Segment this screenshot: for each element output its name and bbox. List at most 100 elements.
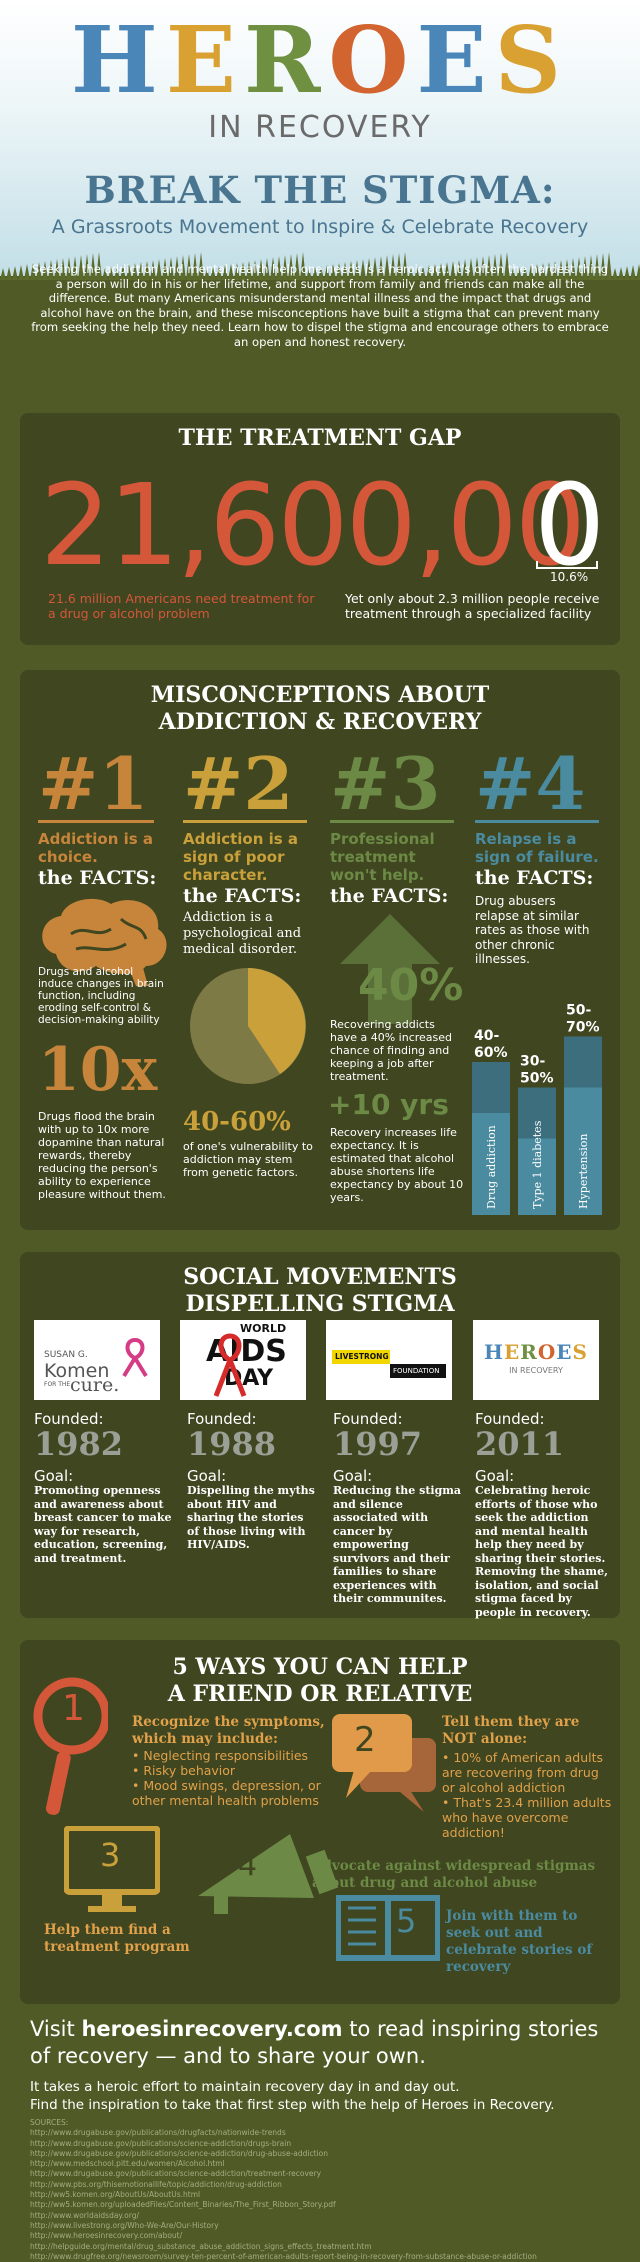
misconception-2-rule: [183, 820, 307, 823]
source-link[interactable]: http://www.pbs.org/thisemotionallife/top…: [30, 2179, 282, 2189]
source-link[interactable]: http://ww5.komen.org/AboutUs/AboutUs.htm…: [30, 2190, 201, 2200]
website-link[interactable]: heroesinrecovery.com: [81, 2017, 343, 2041]
aids-day-founded-label: Founded:: [187, 1410, 257, 1428]
logo-subtitle: IN RECOVERY: [208, 110, 432, 145]
relapse-bar-chart: 40-60% Drug addiction 30-50% Type 1 diabete…: [472, 1003, 602, 1215]
ways-to-help-panel: 5 WAYS YOU CAN HELP A FRIEND OR RELATIVE…: [20, 1640, 620, 2004]
misconception-2-fact: Addiction is a psychological and medical…: [183, 910, 302, 957]
megaphone-icon: [198, 1834, 339, 1914]
heroes-goal-label: Goal:: [475, 1467, 515, 1485]
list-item: Risky behavior: [132, 1763, 342, 1778]
world-aids-day-logo: WORLD AIDS DAY: [180, 1320, 306, 1400]
logo-letter: R: [243, 6, 329, 114]
source-link[interactable]: http://www.drugabuse.gov/publications/dr…: [30, 2128, 286, 2138]
small-logo-letter: E: [556, 1340, 573, 1364]
help-4-head: Advocate against widespread stigmas abou…: [312, 1858, 596, 1891]
relapse-bar-label: Drug addiction: [485, 1125, 498, 1209]
misconception-3-number: #3: [330, 741, 441, 826]
relapse-bar-label: Type 1 diabetes: [531, 1120, 544, 1209]
small-logo-letter: H: [484, 1340, 504, 1364]
misconception-3-myth: Professional treatment won't help.: [330, 830, 435, 884]
source-link[interactable]: http://www.drugabuse.gov/publications/sc…: [30, 2169, 322, 2179]
relapse-bar-value: 50-: [566, 1003, 591, 1019]
livestrong-logo: LIVESTRONG FOUNDATION: [326, 1320, 452, 1400]
red-ribbon-icon: [213, 1333, 247, 1397]
small-logo-letter: S: [572, 1340, 588, 1364]
misconception-3-rule: [330, 820, 454, 823]
visit-text: Visit heroesinrecovery.com to read inspi…: [30, 2017, 599, 2068]
page-title: BREAK THE STIGMA:: [84, 168, 556, 212]
misconception-4-facts-label: the FACTS:: [475, 867, 594, 889]
open-book-icon: [336, 1895, 440, 1961]
logo-letter: O: [328, 6, 417, 114]
source-link[interactable]: http://www.drugfree.org/newsroom/survey-…: [30, 2251, 537, 2261]
misconception-1-rule: [38, 820, 154, 823]
misconception-3-fact: Recovering addicts have a 40% increased …: [330, 1018, 453, 1083]
source-link[interactable]: http://www.livestrong.org/Who-We-Are/Our…: [30, 2220, 219, 2230]
aids-day-founded-year: 1988: [187, 1425, 277, 1463]
list-item: 10% of American adults are recovering fr…: [442, 1750, 612, 1795]
misconception-3-stat-2: +10 yrs: [328, 1088, 449, 1121]
livestrong-founded-label: Founded:: [333, 1410, 403, 1428]
help-3-number: 3: [100, 1836, 121, 1874]
social-movements-panel: SOCIAL MOVEMENTS DISPELLING STIGMA SUSAN…: [20, 1252, 620, 1619]
relapse-bar-value: 30-: [520, 1054, 545, 1070]
heroes-founded-year: 2011: [475, 1425, 565, 1463]
speech-bubbles-icon: [332, 1714, 436, 1812]
komen-founded-year: 1982: [34, 1425, 124, 1463]
misconception-2-stat: 40-60%: [183, 1107, 291, 1137]
sources-label: SOURCES:: [30, 2118, 69, 2127]
receive-treatment-text: Yet only about 2.3 million people receiv…: [345, 591, 600, 621]
magnifying-glass-icon: [33, 1677, 108, 1815]
source-link[interactable]: http://www.medschool.pitt.edu/women/Alco…: [30, 2159, 225, 2169]
aids-day-goal-label: Goal:: [187, 1467, 227, 1485]
help-5-number: 5: [396, 1902, 417, 1940]
pink-ribbon-icon: [122, 1338, 148, 1378]
treatment-gap-panel: THE TREATMENT GAP 21,600,00 0 10.6% 21.6…: [20, 413, 620, 645]
misconception-1-fact: Drugs and alcohol induce changes in brai…: [38, 966, 164, 1026]
heroes-founded-label: Founded:: [475, 1410, 545, 1428]
source-link[interactable]: http://www.drugabuse.gov/publications/sc…: [30, 2148, 328, 2158]
source-link[interactable]: http://www.drugabuse.gov/publications/sc…: [30, 2138, 292, 2148]
misconception-1-fact-2: Drugs flood the brain with up to 10x mor…: [38, 1110, 166, 1201]
source-link[interactable]: http://helpguide.org/mental/drug_substan…: [30, 2241, 372, 2251]
livestrong-goal: Reducing the stigma and silence associat…: [333, 1484, 462, 1605]
footer-line-1: It takes a heroic effort to maintain rec…: [30, 2079, 460, 2095]
komen-goal: Promoting openness and awareness about b…: [34, 1484, 172, 1565]
grass-divider: [0, 252, 640, 300]
relapse-bar: [518, 1138, 556, 1215]
source-link[interactable]: http://www.worldaidsday.org/: [30, 2210, 140, 2220]
up-arrow-icon: [340, 914, 440, 1024]
misconception-1-myth: Addiction is a choice.: [38, 830, 154, 866]
small-logo-letter: O: [537, 1340, 557, 1364]
help-4-number: 4: [238, 1848, 258, 1883]
misconception-4-fact: Drug abusers relapse at similar rates as…: [475, 894, 590, 966]
misconception-2-number: #2: [183, 741, 294, 826]
misconception-4-number: #4: [475, 741, 586, 826]
misconceptions-panel: MISCONCEPTIONS ABOUT ADDICTION & RECOVER…: [20, 670, 620, 1230]
list-item: Mood swings, depression, or other mental…: [132, 1778, 342, 1808]
relapse-bar-value: 70%: [566, 1020, 600, 1036]
help-1-list: Neglecting responsibilitiesRisky behavio…: [132, 1748, 342, 1808]
brain-icon: [42, 898, 167, 986]
help-2-list: 10% of American adults are recovering fr…: [442, 1750, 612, 1840]
help-1-head: Recognize the symptoms, which may includ…: [132, 1714, 325, 1747]
list-item: That's 23.4 million adults who have over…: [442, 1795, 612, 1840]
source-link[interactable]: http://ww5.komen.org/uploadedFiles/Conte…: [30, 2200, 336, 2210]
livestrong-goal-label: Goal:: [333, 1467, 373, 1485]
heroes-logo: HEROES: [0, 10, 640, 110]
misconception-2-fact-2: of one's vulnerability to addiction may …: [183, 1140, 313, 1179]
source-link[interactable]: http://www.heroesinrecovery.com/about/: [30, 2231, 183, 2241]
relapse-bar-value: 50%: [520, 1071, 554, 1087]
sources-list: SOURCES: http://www.drugabuse.gov/public…: [30, 2118, 630, 2262]
misconception-1-facts-label: the FACTS:: [38, 867, 157, 889]
relapse-bar-value: 40-: [474, 1028, 499, 1044]
misconceptions-title: MISCONCEPTIONS ABOUT ADDICTION & RECOVER…: [150, 682, 490, 735]
misconception-2-facts-label: the FACTS:: [183, 885, 302, 907]
misconception-4-myth: Relapse is a sign of failure.: [475, 830, 599, 866]
relapse-bar-value: 60%: [474, 1045, 508, 1061]
small-logo-letter: E: [503, 1340, 521, 1364]
relapse-bar: [472, 1113, 510, 1215]
intro-paragraph: Seeking the addiction and mental health …: [31, 262, 609, 349]
help-1-number: 1: [62, 1688, 85, 1729]
